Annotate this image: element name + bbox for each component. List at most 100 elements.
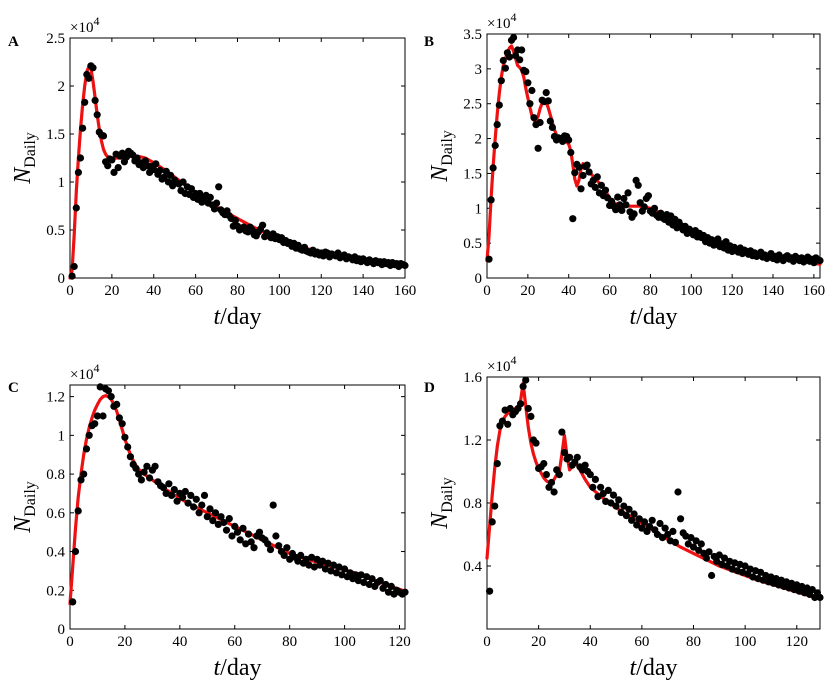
chart-a-y-tick-label: 2 [58,79,66,95]
chart-a-x-tick-label: 40 [146,283,161,299]
chart-b-y-tick-label: 1 [475,201,483,217]
chart-a-data-point [93,111,101,119]
chart-c-data-point [91,420,99,428]
chart-d-data-point [658,534,667,542]
chart-b-data-point [530,114,538,122]
chart-d-x-tick-label: 20 [531,634,546,650]
chart-c-data-point [225,515,233,523]
chart-a-data-point [166,171,175,179]
chart-b-data-point [579,171,587,180]
chart-b-data-point [618,206,626,214]
chart-b-data-point [714,235,722,243]
chart-d-data-point [519,382,527,390]
chart-c-data-point [266,546,275,554]
chart-d-data-point [697,540,705,548]
chart-c-data-point [69,598,77,606]
chart-a-x-tick-label: 0 [66,283,74,299]
chart-c-data-point [190,503,198,511]
chart-b-data-point [497,77,505,85]
chart-a-data-point [76,154,85,162]
chart-b-data-point [544,97,552,105]
chart-b-x-tick-label: 40 [561,283,576,299]
chart-c-y-tick-label: 0.2 [46,583,65,599]
chart-c-data-point [294,557,302,565]
chart-c-data-point [324,559,332,567]
chart-b-data-point [591,183,599,191]
chart-d-y-axis-label: NDaily [427,477,456,530]
chart-d-data-point [625,505,633,513]
chart-d-data-point [720,554,729,562]
chart-c-data-point [280,551,288,560]
chart-d-data-point [633,521,641,529]
chart-c-data-point [222,526,231,534]
chart-d-data-point [628,516,636,524]
chart-c-data-point [115,414,123,422]
chart-b-data-point [593,173,601,181]
chart-b-y-tick-label: 3 [475,62,483,78]
chart-c-data-point [384,588,393,596]
chart-c-data-point [151,462,159,470]
chart-c-data-point [74,507,82,515]
chart-d-data-point [620,502,628,510]
chart-b-x-tick-label: 160 [803,283,826,299]
chart-d-axes-box [486,376,821,630]
chart-c-data-point [181,487,189,496]
chart-d-data-point [741,562,749,570]
chart-d-y-tick-label: 0.8 [463,496,482,512]
chart-d-data-point [488,518,496,526]
chart-a-data-point [114,164,122,172]
chart-d-data-point [555,471,563,479]
chart-b-data-point [491,141,499,150]
chart-c-y-tick-label: 1.2 [46,390,65,406]
chart-c-data-point [332,569,340,577]
chart-c-data-point [286,555,294,563]
chart-c-data-point [211,509,220,517]
chart-c-panel-letter: C [8,380,19,396]
chart-a-exponent-label: ×104 [70,14,99,36]
chart-c-panel: 0 20 40 60 80 100 120 0 0.2 0.4 0.6 0.8 1 1.2 ×104 t/da… [8,361,411,681]
chart-c-data-point [118,420,126,428]
chart-b-x-tick-label: 20 [520,283,535,299]
chart-d-data-point [630,510,638,518]
chart-a-data-point [160,173,168,181]
chart-c-data-point [236,536,244,544]
chart-a-data-point [104,162,112,170]
chart-c-data-point [195,509,203,517]
chart-c-axes-box [69,384,406,630]
chart-a-data-point [179,178,187,186]
chart-c-data-point [113,400,121,408]
chart-c-data-point [162,489,170,497]
chart-b-data-layer [485,33,824,267]
chart-d-data-point [692,537,700,545]
chart-b-data-point [569,215,577,223]
chart-a-data-point [70,262,78,271]
chart-c-data-point [382,580,390,589]
chart-d-data-point [689,543,698,551]
chart-b-y-tick-label: 1.5 [463,166,482,182]
chart-c-data-layer [68,383,409,606]
chart-b-data-point [524,79,532,87]
chart-a-data-point [68,272,76,280]
chart-b-data-point [536,118,544,127]
chart-b-data-point [630,210,638,218]
chart-d-data-point [669,527,677,536]
chart-c-data-point [99,412,107,420]
chart-b-data-point [597,181,606,189]
chart-b-data-point [577,185,585,193]
chart-a-y-axis-label: NDaily [10,132,39,185]
chart-c-data-point [173,497,181,505]
chart-b-exponent-label: ×104 [487,10,516,32]
chart-b-data-point [509,33,518,42]
chart-d-data-point [506,404,514,413]
chart-b-x-axis-label: t/day [630,304,678,330]
chart-c-data-point [360,578,368,587]
chart-c-data-point [368,575,376,583]
chart-c-x-tick-label: 60 [227,634,242,650]
chart-c-x-tick-label: 80 [282,634,297,650]
chart-c-data-point [338,571,346,579]
chart-b-data-point [601,186,610,194]
chart-c-data-point [327,567,335,575]
chart-a-x-tick-label: 20 [104,283,119,299]
chart-c-data-point [346,569,354,577]
